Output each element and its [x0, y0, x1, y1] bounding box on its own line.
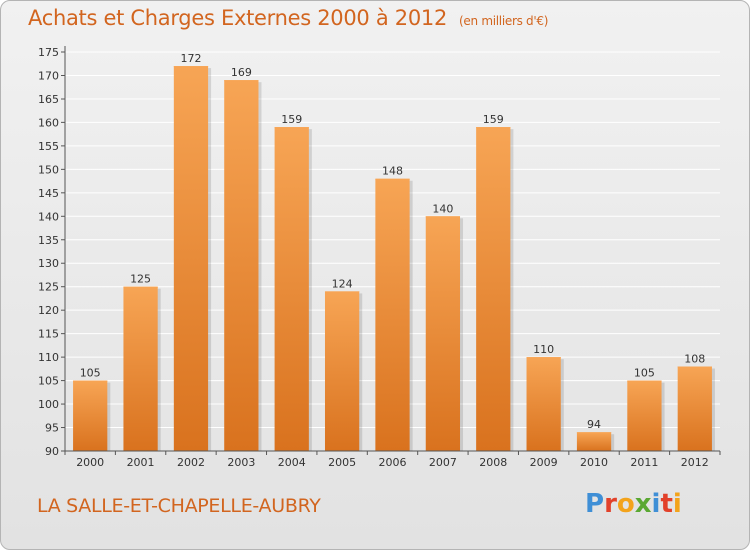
- y-tick-label: 95: [45, 422, 59, 435]
- x-tick-label: 2008: [479, 456, 507, 469]
- data-label: 105: [80, 367, 101, 380]
- place-name: LA SALLE-ET-CHAPELLE-AUBRY: [37, 495, 321, 517]
- x-tick-label: 2011: [630, 456, 658, 469]
- y-tick-label: 120: [38, 304, 59, 317]
- bar-2008[interactable]: [476, 127, 511, 451]
- y-tick-label: 160: [38, 116, 59, 129]
- bar-2007[interactable]: [425, 216, 461, 451]
- bar-2004[interactable]: [274, 127, 309, 451]
- data-label: 148: [382, 165, 403, 178]
- data-label: 159: [281, 113, 302, 126]
- data-label: 172: [180, 52, 201, 65]
- y-tick-label: 165: [38, 93, 59, 106]
- data-label: 124: [332, 277, 353, 290]
- logo-letter: i: [672, 489, 682, 519]
- chart-title: Achats et Charges Externes 2000 à 2012 (e…: [28, 6, 548, 30]
- y-tick-label: 90: [45, 445, 59, 458]
- y-tick-label: 105: [38, 375, 59, 388]
- x-tick-label: 2012: [681, 456, 709, 469]
- bar-2006[interactable]: [375, 178, 410, 451]
- logo-letter: x: [634, 489, 652, 519]
- y-tick-label: 115: [38, 328, 59, 341]
- chart-title-text: Achats et Charges Externes 2000 à 2012: [28, 6, 448, 30]
- x-tick-label: 2006: [379, 456, 407, 469]
- bar-2012[interactable]: [677, 366, 712, 451]
- bars: 105 125 172 169 159 124 148 140 159 110 94 105 108: [73, 52, 715, 452]
- y-tick-label: 135: [38, 234, 59, 247]
- x-tick-label: 2001: [127, 456, 155, 469]
- x-tick-label: 2009: [530, 456, 558, 469]
- data-label: 94: [587, 418, 601, 431]
- x-tick-label: 2010: [580, 456, 608, 469]
- bar-2001[interactable]: [123, 286, 158, 451]
- bar-2005[interactable]: [324, 291, 360, 451]
- bar-2002[interactable]: [173, 66, 209, 452]
- data-label: 110: [533, 343, 554, 356]
- bar-2011[interactable]: [627, 380, 662, 451]
- y-tick-label: 130: [38, 257, 59, 270]
- y-tick-label: 155: [38, 140, 59, 153]
- x-tick-label: 2004: [278, 456, 306, 469]
- x-tick-label: 2003: [227, 456, 255, 469]
- logo-letter: i: [651, 489, 661, 519]
- logo-letter: o: [616, 489, 635, 519]
- x-tick-label: 2007: [429, 456, 457, 469]
- unit-note: (en milliers d'€): [459, 14, 549, 28]
- data-label: 105: [634, 367, 655, 380]
- y-tick-label: 145: [38, 187, 59, 200]
- axes: 90 95 100 105 110 115 120 125 130 135 140 145 150 155…: [38, 46, 721, 469]
- y-tick-label: 125: [38, 281, 59, 294]
- bar-2000[interactable]: [73, 380, 108, 451]
- bar-2010[interactable]: [576, 432, 612, 451]
- proxiti-logo[interactable]: Proxiti: [585, 489, 682, 519]
- y-tick-label: 140: [38, 210, 59, 223]
- data-label: 125: [130, 273, 151, 286]
- y-tick-label: 100: [38, 398, 59, 411]
- logo-letter: r: [604, 489, 617, 519]
- y-tick-label: 150: [38, 163, 59, 176]
- logo-letter: t: [660, 489, 673, 519]
- logo-letter: P: [585, 489, 605, 519]
- bar-2009[interactable]: [526, 357, 561, 451]
- x-tick-label: 2000: [76, 456, 104, 469]
- bar-2003[interactable]: [224, 80, 259, 451]
- x-tick-label: 2005: [328, 456, 356, 469]
- data-label: 169: [231, 66, 252, 79]
- data-label: 159: [483, 113, 504, 126]
- data-label: 140: [432, 202, 453, 215]
- y-tick-label: 175: [38, 46, 59, 59]
- data-label: 108: [684, 353, 705, 366]
- y-tick-label: 110: [38, 351, 59, 364]
- y-tick-label: 170: [38, 69, 59, 82]
- x-tick-label: 2002: [177, 456, 205, 469]
